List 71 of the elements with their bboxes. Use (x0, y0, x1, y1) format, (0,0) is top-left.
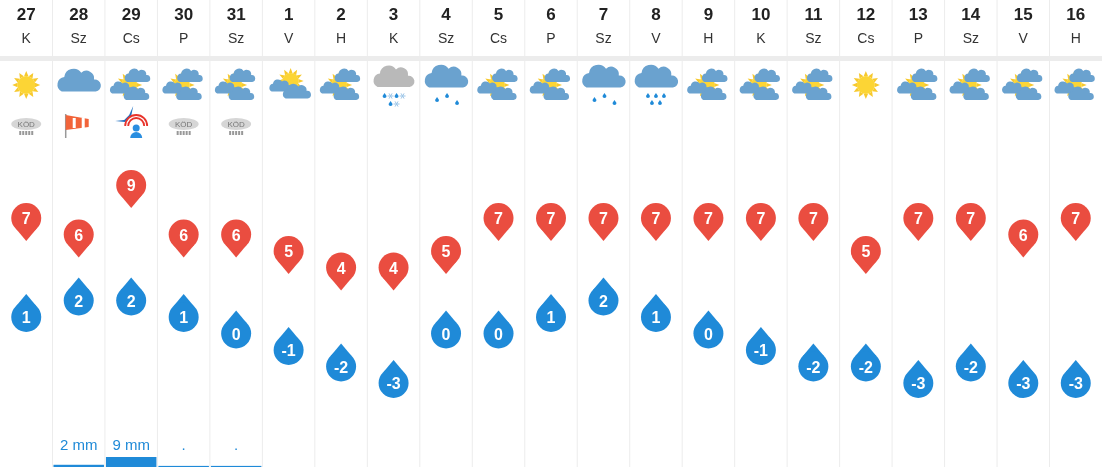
data-label: -3 (1068, 375, 1083, 392)
x-tick-label: 11 Sz (804, 5, 823, 46)
x-tick-label: 1 V (283, 5, 294, 46)
x-tick-label: 29 Cs (121, 5, 141, 46)
data-label: . (181, 436, 186, 453)
data-label: 1 (21, 309, 31, 326)
x-tick-label: 9 H (703, 5, 714, 46)
data-label: 7 (808, 210, 818, 227)
data-label: 6 (1018, 226, 1028, 244)
data-label: 5 (284, 243, 294, 260)
x-tick-label: 8 V (651, 5, 662, 46)
data-label: -2 (963, 358, 979, 376)
data-label: -2 (806, 358, 821, 376)
data-label: 7 (966, 210, 976, 227)
x-tick-label: 7 Sz (595, 5, 612, 46)
data-label: -3 (386, 375, 401, 392)
data-label: 9 (126, 177, 136, 194)
point (116, 285, 147, 316)
data-label: 5 (861, 243, 871, 260)
x-tick-label: 5 Cs (489, 5, 508, 46)
data-label: 2 (599, 292, 609, 310)
data-label: 0 (703, 325, 713, 343)
x-tick-label: 12 Cs (856, 5, 876, 46)
data-label: 0 (231, 325, 241, 343)
data-label: -1 (753, 342, 769, 359)
data-label: -2 (333, 358, 349, 376)
x-tick-label: 10 K (751, 5, 771, 46)
data-label: 7 (599, 210, 609, 227)
data-label: -3 (911, 375, 926, 392)
data-label: 0 (441, 325, 451, 343)
data-label: 2 mm (59, 436, 98, 453)
data-label: -2 (858, 358, 874, 376)
data-label: 7 (546, 210, 556, 227)
data-label: 0 (494, 325, 504, 343)
text: KÖD (17, 120, 36, 129)
x-tick-label: 31 Sz (226, 5, 246, 46)
x-tick-label: 14 Sz (961, 5, 981, 46)
data-label: 6 (179, 226, 189, 244)
text: KÖD (227, 120, 246, 129)
x-tick-label: 4 Sz (437, 5, 455, 46)
data-label: 6 (74, 226, 84, 244)
data-label: 1 (546, 309, 556, 326)
data-label: 2 (126, 292, 136, 310)
data-label: . (234, 436, 239, 453)
data-label: -3 (1016, 375, 1031, 392)
data-label: 2 (74, 292, 84, 310)
data-label: 5 (441, 243, 451, 260)
x-tick-label: 27 K (16, 5, 36, 46)
data-label: 7 (494, 210, 504, 227)
x-tick-label: 2 H (336, 5, 347, 46)
x-tick-label: 30 P (174, 5, 194, 46)
data-label: 1 (651, 309, 661, 326)
data-label: -1 (281, 342, 296, 359)
x-tick-label: 28 Sz (69, 5, 89, 46)
data-label: 1 (179, 309, 189, 326)
x-tick-label: 6 P (546, 5, 556, 46)
text: KÖD (174, 120, 193, 129)
data-label: 4 (336, 259, 346, 277)
data-label: 7 (651, 210, 661, 227)
data-label: 4 (389, 259, 399, 277)
x-tick-label: 16 H (1066, 5, 1086, 46)
data-label: 7 (703, 210, 713, 227)
data-label: 6 (231, 226, 241, 244)
data-label: 7 (756, 210, 766, 227)
data-label: 9 mm (112, 436, 150, 453)
x-tick-label: 13 P (908, 5, 928, 46)
data-label: 7 (1071, 210, 1081, 227)
data-label: 7 (913, 210, 923, 227)
x-tick-label: 3 K (388, 5, 399, 46)
x-tick-label: 15 V (1013, 5, 1033, 46)
data-label: 7 (21, 210, 31, 227)
